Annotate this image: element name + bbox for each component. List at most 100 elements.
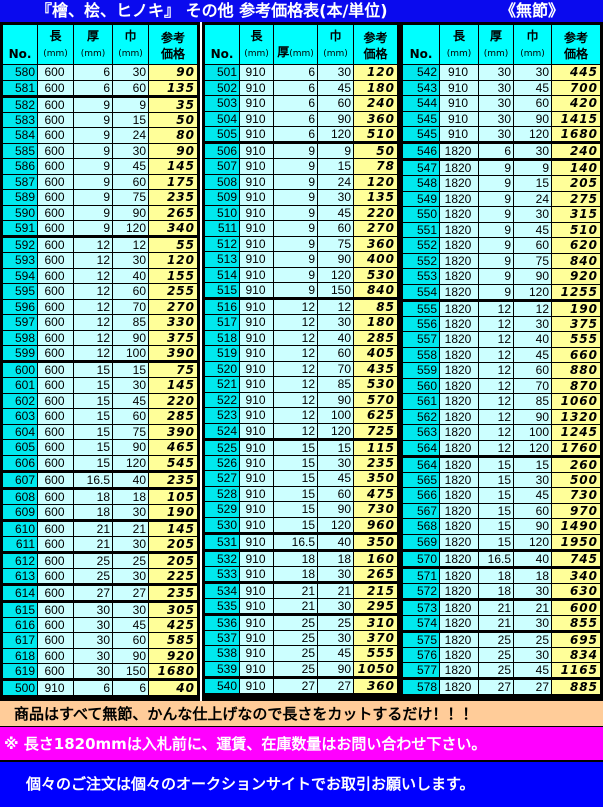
length-cell: 600 [37, 503, 74, 521]
price-cell: 285 [353, 329, 398, 346]
width-cell: 27 [112, 582, 149, 602]
width-cell: 90 [317, 110, 354, 127]
item-no-cell: 543 [402, 79, 440, 96]
table-row: 536 910 25 25 310 [204, 612, 398, 631]
price-cell: 360 [353, 235, 398, 252]
price-cell: 85 [353, 297, 398, 315]
item-no-cell: 531 [204, 531, 240, 551]
length-cell: 910 [239, 189, 274, 206]
price-cell: 225 [148, 567, 198, 585]
table-row: 519 910 12 60 405 [204, 345, 398, 362]
item-no-cell: 550 [402, 206, 440, 223]
width-cell: 120 [513, 283, 552, 301]
page-title: 『檜、桧、ヒノキ』 その他 参考価格表(本/単位) 《無節》 [0, 0, 603, 22]
item-no-cell: 609 [2, 503, 38, 521]
length-cell: 600 [37, 408, 74, 425]
price-cell: 235 [148, 189, 198, 206]
length-cell: 910 [239, 158, 274, 175]
header-length-text: 長 [452, 29, 465, 43]
header-thickness: 厚(mm) [273, 24, 318, 65]
width-cell: 90 [513, 408, 552, 425]
table-row: 535 910 21 30 295 [204, 597, 398, 615]
price-cell: 120 [353, 64, 398, 81]
width-cell: 30 [317, 189, 354, 206]
item-no-cell: 509 [204, 189, 240, 206]
length-cell: 1820 [439, 190, 479, 207]
item-no-cell: 540 [204, 675, 240, 694]
table-row: 615 600 30 30 305 [2, 599, 198, 618]
table-row: 586 600 9 45 145 [2, 158, 198, 175]
table-row: 528 910 15 60 475 [204, 485, 398, 502]
header-thickness-text: (mm) [483, 49, 509, 59]
price-cell: 700 [551, 79, 601, 96]
length-cell: 1820 [439, 597, 479, 616]
price-cell: 105 [148, 486, 198, 505]
length-cell: 910 [239, 235, 274, 252]
thickness-cell: 6 [73, 678, 113, 696]
thickness-cell: 6 [73, 64, 113, 81]
item-no-cell: 528 [204, 485, 240, 502]
item-no-cell: 517 [204, 314, 240, 331]
width-cell: 18 [513, 565, 552, 584]
thickness-cell: 16.5 [73, 469, 113, 489]
thickness-cell: 25 [273, 660, 318, 678]
item-no-cell: 615 [2, 599, 38, 618]
length-cell: 600 [37, 314, 74, 331]
table-row: 563 1820 12 100 1245 [402, 424, 601, 441]
price-cell: 240 [551, 141, 601, 160]
length-cell: 1820 [439, 315, 479, 332]
item-no-cell: 545 [402, 110, 440, 127]
length-cell: 600 [37, 329, 74, 346]
width-cell: 27 [513, 677, 552, 695]
price-cell: 555 [353, 645, 398, 662]
length-cell: 1820 [439, 393, 479, 410]
thickness-cell: 25 [478, 629, 514, 648]
item-no-cell: 581 [2, 79, 38, 97]
thickness-cell: 25 [273, 645, 318, 662]
length-cell: 910 [239, 437, 274, 456]
width-cell: 150 [317, 282, 354, 299]
width-cell: 40 [513, 331, 552, 348]
table-row: 507 910 9 15 78 [204, 158, 398, 175]
table-row: 538 910 25 45 555 [204, 645, 398, 662]
item-no-cell: 596 [2, 298, 38, 315]
item-no-cell: 502 [204, 79, 240, 96]
table-row: 508 910 9 24 120 [204, 173, 398, 190]
thickness-cell: 30 [73, 632, 113, 649]
width-cell: 90 [513, 518, 552, 535]
price-cell: 220 [353, 204, 398, 221]
item-no-cell: 577 [402, 662, 440, 679]
width-cell: 30 [317, 597, 354, 615]
item-no-cell: 515 [204, 282, 240, 299]
thickness-cell: 21 [273, 580, 318, 599]
width-cell: 21 [317, 580, 354, 599]
item-no-cell: 526 [204, 454, 240, 471]
table-row: 509 910 9 30 135 [204, 189, 398, 206]
price-cell: 1490 [551, 518, 601, 535]
item-no-cell: 520 [204, 360, 240, 377]
thickness-cell: 6 [273, 64, 318, 81]
thickness-cell: 6 [478, 141, 514, 160]
thickness-cell: 9 [73, 94, 113, 113]
thickness-cell: 9 [478, 221, 514, 238]
price-cell: 730 [353, 501, 398, 518]
length-cell: 1820 [439, 268, 479, 285]
price-cell: 920 [148, 647, 198, 664]
item-no-cell: 573 [402, 597, 440, 616]
header-no: No. [402, 24, 440, 65]
width-cell: 60 [317, 95, 354, 112]
width-cell: 60 [112, 173, 149, 190]
length-cell: 600 [37, 567, 74, 585]
table-row: 583 600 9 15 50 [2, 111, 198, 128]
header-price-text: 参考 [563, 31, 588, 45]
price-cell: 1060 [551, 393, 601, 410]
length-cell: 1820 [439, 439, 479, 457]
width-cell: 30 [317, 629, 354, 646]
thickness-cell: 12 [273, 376, 318, 393]
width-cell: 90 [513, 110, 552, 127]
thickness-cell: 30 [73, 616, 113, 633]
table-row: 502 910 6 45 180 [204, 79, 398, 96]
item-no-cell: 571 [402, 565, 440, 584]
table-row: 503 910 6 60 240 [204, 95, 398, 112]
price-cell: 235 [148, 469, 198, 489]
